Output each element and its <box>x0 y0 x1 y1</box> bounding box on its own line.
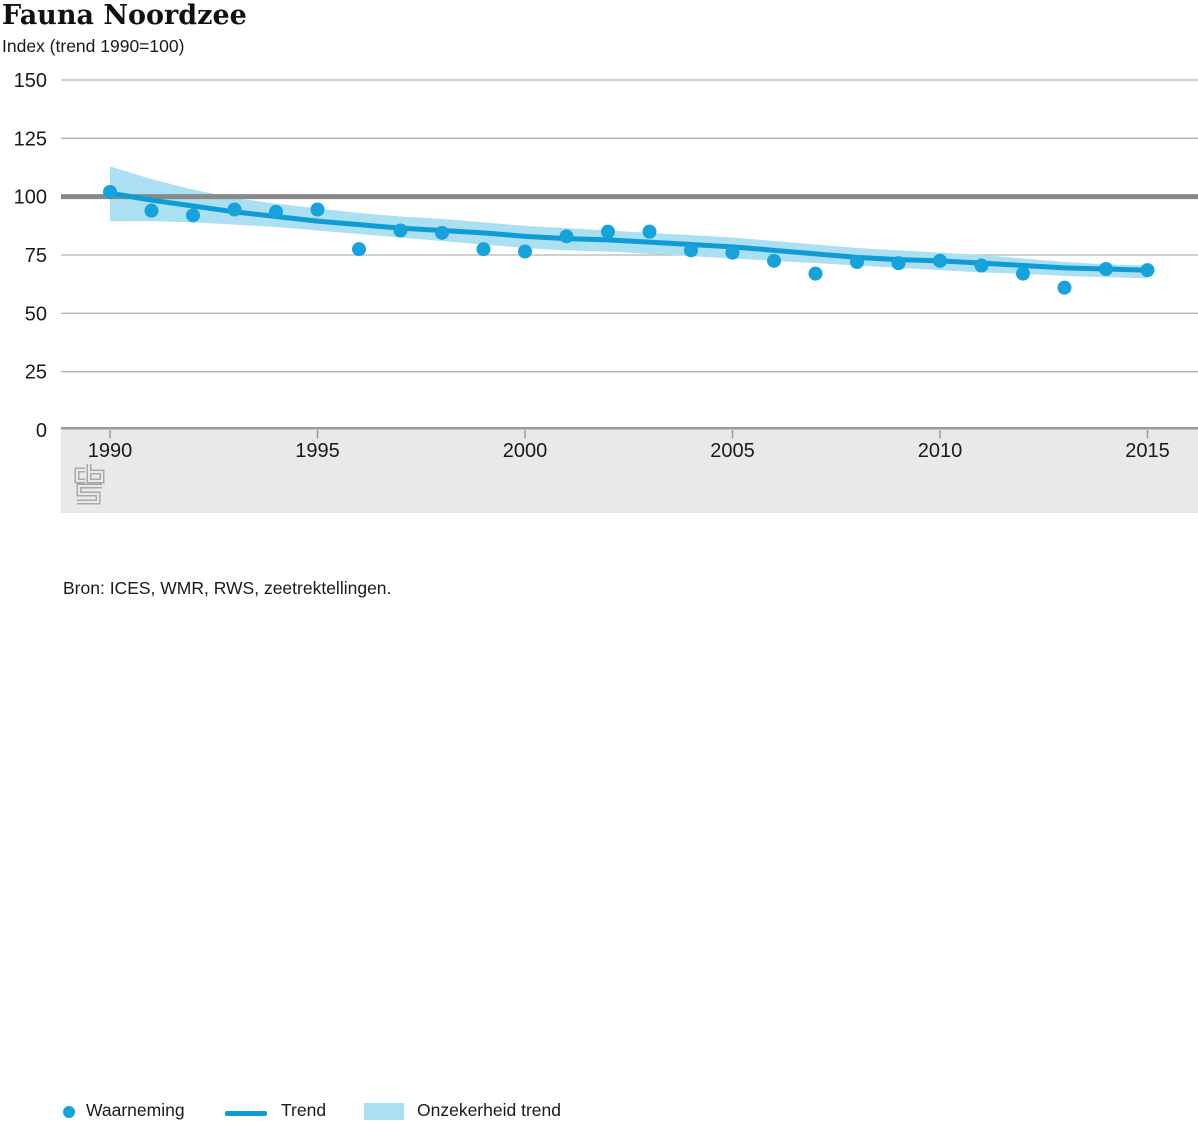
x-tick-label: 1990 <box>88 440 133 462</box>
y-tick-label: 50 <box>25 303 47 325</box>
legend-label-waarneming: Waarneming <box>86 1100 185 1120</box>
observation-dot <box>974 258 989 273</box>
cbs-logo-stroke <box>76 469 85 482</box>
observation-dot <box>269 204 283 219</box>
observation-dot <box>767 253 781 268</box>
legend-label-onzekerheid: Onzekerheid trend <box>417 1100 561 1120</box>
observation-dot <box>103 185 117 199</box>
observation-dot <box>891 256 906 271</box>
trend-line <box>107 190 1150 273</box>
legend: Waarneming Trend Onzekerheid trend <box>0 548 1198 1120</box>
observation-dot <box>186 208 200 223</box>
observation-dot <box>601 224 615 239</box>
observation-dot <box>1016 266 1030 281</box>
observation-dot <box>642 224 657 239</box>
observation-dot <box>352 242 366 257</box>
observation-dot <box>850 255 864 269</box>
y-tick-label: 0 <box>36 420 47 442</box>
legend-band-swatch-icon <box>364 1103 404 1120</box>
y-tick-label: 100 <box>14 187 47 209</box>
observation-dot <box>559 229 574 244</box>
cbs-logo-icon <box>74 464 105 505</box>
cbs-logo-stroke <box>77 485 102 503</box>
y-tick-label: 125 <box>14 128 47 150</box>
observation-dot <box>393 223 408 238</box>
legend-trend-swatch-icon <box>225 1111 267 1116</box>
observation-dot <box>435 225 449 240</box>
y-tick-label: 25 <box>25 362 47 384</box>
x-tick-label: 2000 <box>503 440 548 462</box>
observation-dot <box>518 244 532 259</box>
chart-title: Fauna Noordzee <box>2 0 247 31</box>
observation-dot <box>227 202 242 217</box>
observation-dot <box>725 245 740 260</box>
y-tick-label: 150 <box>14 70 47 92</box>
x-axis-line <box>61 427 1198 430</box>
chart-canvas: 1990 1995 2000 2005 2010 2015 0 25 50 75 100 125 150 <box>14 70 1198 513</box>
x-tick-label: 2005 <box>710 440 755 462</box>
observation-dot <box>476 242 491 257</box>
observation-dot <box>144 203 159 218</box>
observation-dot <box>808 266 823 281</box>
legend-observation-swatch-icon <box>63 1106 75 1118</box>
observation-dot <box>933 253 947 268</box>
x-tick-label: 2010 <box>918 440 963 462</box>
observation-dot <box>310 202 325 217</box>
observation-dot <box>1140 263 1155 278</box>
cbs-logo-stroke <box>88 464 103 482</box>
observation-dot <box>1057 280 1072 295</box>
y-tick-label: 75 <box>25 245 47 267</box>
observation-dot <box>684 243 698 258</box>
legend-label-trend: Trend <box>281 1100 327 1120</box>
x-tick-label: 1995 <box>295 440 340 462</box>
source-text: Bron: ICES, WMR, RWS, zeetrektellingen. <box>63 578 392 598</box>
observation-dot <box>1099 262 1113 276</box>
x-axis-band <box>61 429 1198 513</box>
chart-subtitle: Index (trend 1990=100) <box>2 36 185 56</box>
x-tick-label: 2015 <box>1125 440 1170 462</box>
uncertainty-band <box>110 166 1148 279</box>
